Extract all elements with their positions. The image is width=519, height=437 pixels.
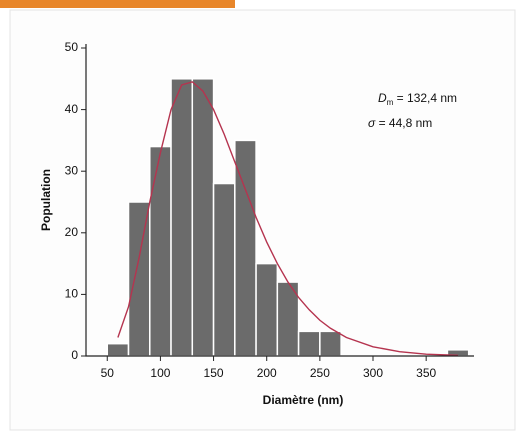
bar	[255, 262, 279, 357]
y-tick-label: 0	[71, 348, 78, 362]
x-tick-label: 250	[310, 366, 330, 380]
y-tick-label: 10	[65, 287, 79, 301]
annotation-text: = 132,4 nm	[393, 91, 457, 105]
x-tick-label: 150	[204, 366, 224, 380]
y-tick-label: 50	[65, 40, 79, 54]
fit-curve	[117, 81, 459, 357]
annotation-symbol: σ	[368, 116, 376, 130]
x-tick-label: 100	[150, 366, 170, 380]
bar	[191, 78, 215, 357]
bar	[149, 145, 172, 357]
y-tick-label: 30	[65, 163, 79, 177]
bar	[170, 78, 194, 357]
x-axis-label: Diamètre (nm)	[263, 393, 344, 407]
bar	[106, 342, 130, 357]
bar	[127, 201, 151, 357]
y-tick-label: 40	[65, 102, 79, 116]
y-axis-label: Population	[39, 169, 53, 231]
bar	[234, 139, 257, 357]
annotation-text: = 44,8 nm	[375, 116, 432, 130]
annotation-symbol: D	[378, 91, 387, 105]
x-tick-label: 200	[257, 366, 277, 380]
x-tick-label: 50	[101, 366, 115, 380]
bar	[319, 330, 342, 357]
bar	[297, 330, 321, 357]
panel	[9, 9, 516, 431]
x-tick-label: 350	[416, 366, 436, 380]
y-tick-label: 20	[65, 225, 79, 239]
bar	[212, 182, 236, 357]
annotation: σ = 44,8 nm	[368, 116, 432, 130]
annotation-subscript: m	[387, 98, 394, 107]
annotation: Dm = 132,4 nm	[378, 91, 457, 107]
header-strip	[0, 0, 235, 8]
x-tick-label: 300	[363, 366, 383, 380]
